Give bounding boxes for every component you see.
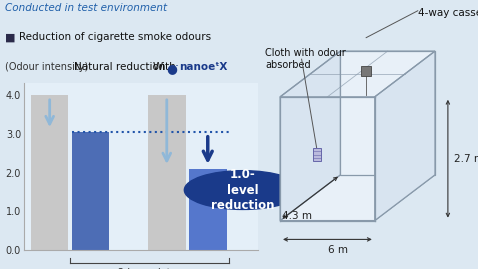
Text: 4.3 m: 4.3 m: [282, 211, 312, 221]
Text: nanoeᵗX: nanoeᵗX: [179, 62, 228, 72]
Polygon shape: [280, 51, 340, 221]
Text: 2 hours later: 2 hours later: [118, 268, 181, 269]
Text: 2.7 m: 2.7 m: [454, 154, 478, 164]
Bar: [31, 95, 68, 250]
Text: (Odour intensity): (Odour intensity): [5, 62, 88, 72]
Circle shape: [185, 171, 302, 210]
Text: Reduction of cigarette smoke odours: Reduction of cigarette smoke odours: [19, 32, 211, 42]
Polygon shape: [375, 51, 435, 221]
Text: 1.0-
level
reduction: 1.0- level reduction: [211, 168, 275, 212]
Bar: [72, 132, 109, 250]
Text: ●: ●: [166, 62, 177, 75]
Text: ·: ·: [175, 61, 179, 73]
Text: Conducted in test environment: Conducted in test environment: [5, 3, 167, 13]
Bar: [189, 169, 227, 250]
Text: 4-way cassette: 4-way cassette: [418, 8, 478, 18]
Polygon shape: [340, 51, 435, 175]
Text: 6 m: 6 m: [328, 245, 348, 255]
Text: With: With: [153, 62, 177, 72]
Bar: [361, 66, 371, 76]
Bar: [313, 148, 321, 161]
Text: Natural reduction: Natural reduction: [74, 62, 165, 72]
Text: ■: ■: [5, 32, 15, 42]
Bar: [148, 95, 185, 250]
Text: Cloth with odour
absorbed: Cloth with odour absorbed: [265, 48, 346, 70]
Polygon shape: [280, 175, 435, 221]
